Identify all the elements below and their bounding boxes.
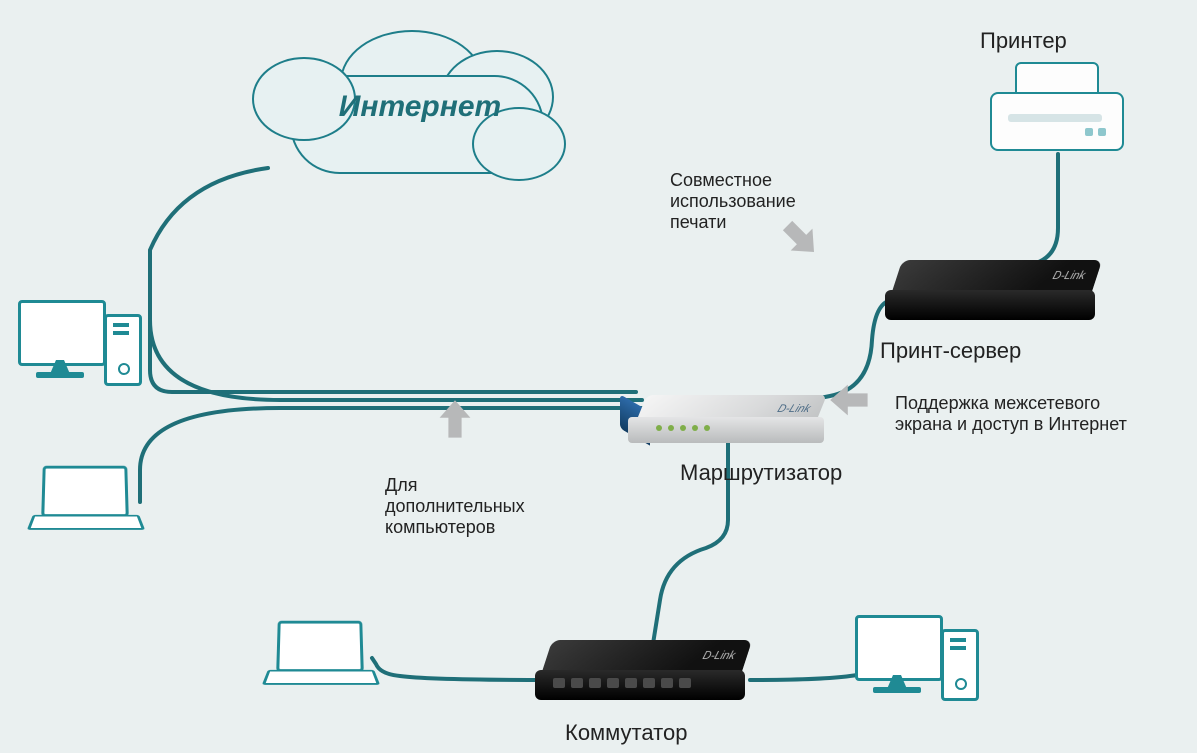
internet-cloud: Интернет	[260, 30, 580, 180]
annotation-firewall: Поддержка межсетевого экрана и доступ в …	[895, 393, 1127, 435]
laptop-icon	[30, 465, 140, 535]
annotation-print-share: Совместное использование печати	[670, 170, 796, 233]
laptop-icon	[265, 620, 375, 690]
switch-icon: D-Link	[535, 640, 755, 710]
internet-label: Интернет	[260, 90, 580, 124]
print-server-icon: D-Link	[885, 260, 1105, 330]
annotation-extra-pc: Для дополнительных компьютеров	[385, 475, 525, 538]
desktop-pc-icon	[18, 300, 148, 400]
router-label: Маршрутизатор	[680, 460, 842, 486]
router-icon: D-Link	[630, 395, 830, 450]
arrow-icon	[433, 398, 477, 442]
printer-label: Принтер	[980, 28, 1067, 54]
arrow-icon	[828, 378, 872, 422]
switch-label: Коммутатор	[565, 720, 687, 746]
print-server-label: Принт-сервер	[880, 338, 1021, 364]
printer-icon	[990, 62, 1120, 152]
desktop-pc-icon	[855, 615, 985, 715]
